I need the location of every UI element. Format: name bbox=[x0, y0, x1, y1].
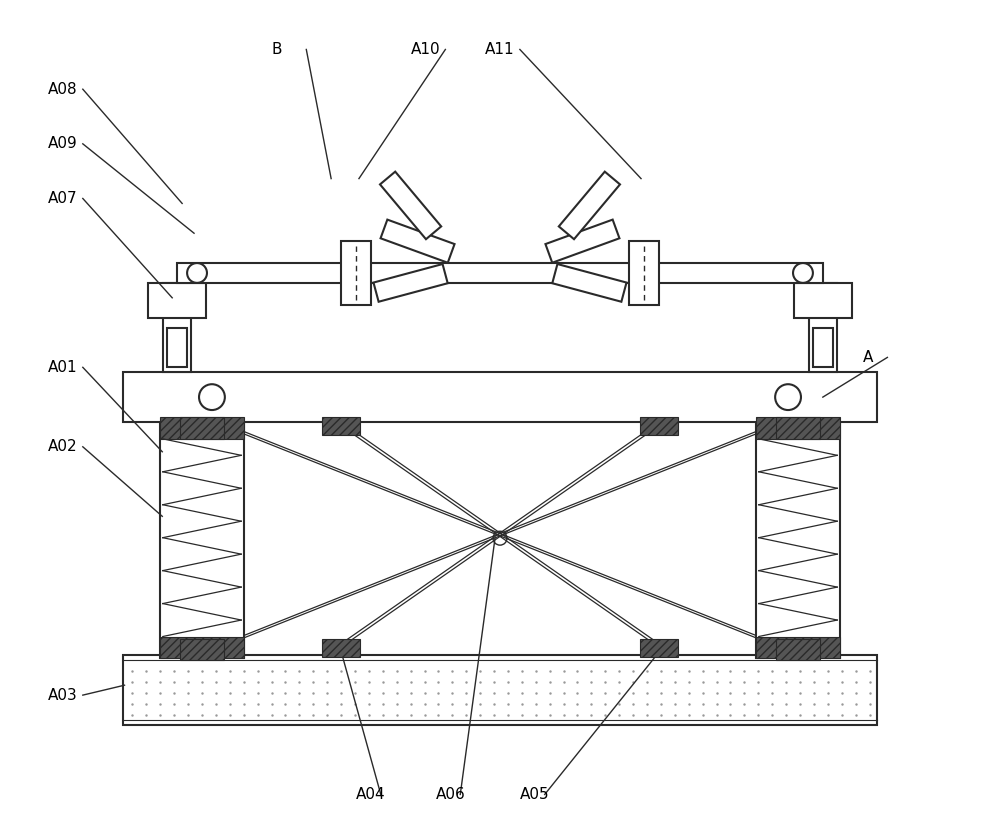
Bar bbox=[177, 263, 823, 283]
Bar bbox=[341, 241, 371, 305]
Bar bbox=[160, 417, 244, 658]
Polygon shape bbox=[373, 264, 448, 302]
Bar bbox=[160, 417, 244, 438]
Polygon shape bbox=[559, 171, 620, 239]
Text: A08: A08 bbox=[48, 82, 78, 97]
Bar bbox=[756, 417, 840, 438]
Polygon shape bbox=[545, 220, 619, 263]
Bar bbox=[322, 417, 360, 435]
Bar bbox=[180, 638, 224, 661]
Polygon shape bbox=[381, 220, 455, 263]
Text: A04: A04 bbox=[356, 787, 386, 802]
Bar bbox=[776, 417, 820, 438]
Bar bbox=[322, 640, 360, 657]
Text: A05: A05 bbox=[520, 787, 549, 802]
Bar bbox=[794, 283, 852, 318]
Polygon shape bbox=[380, 171, 441, 239]
Bar bbox=[756, 636, 840, 658]
Bar bbox=[167, 328, 187, 367]
Bar bbox=[180, 417, 224, 438]
Bar bbox=[756, 417, 840, 658]
Bar bbox=[160, 636, 244, 658]
Bar bbox=[640, 417, 678, 435]
Text: A01: A01 bbox=[48, 359, 78, 375]
Text: A03: A03 bbox=[48, 687, 78, 702]
Bar bbox=[123, 372, 877, 422]
Text: A11: A11 bbox=[485, 42, 515, 57]
Text: A10: A10 bbox=[411, 42, 440, 57]
Text: A09: A09 bbox=[48, 136, 78, 151]
Bar bbox=[640, 640, 678, 657]
Bar bbox=[148, 283, 206, 318]
Text: A02: A02 bbox=[48, 439, 78, 454]
Text: A: A bbox=[863, 350, 873, 365]
Bar bbox=[123, 656, 877, 725]
Polygon shape bbox=[552, 264, 627, 302]
Bar bbox=[809, 283, 837, 372]
Bar bbox=[163, 283, 191, 372]
Bar bbox=[776, 638, 820, 661]
Text: B: B bbox=[272, 42, 282, 57]
Bar bbox=[813, 328, 833, 367]
Text: A07: A07 bbox=[48, 191, 78, 206]
Bar bbox=[629, 241, 659, 305]
Text: A06: A06 bbox=[435, 787, 465, 802]
